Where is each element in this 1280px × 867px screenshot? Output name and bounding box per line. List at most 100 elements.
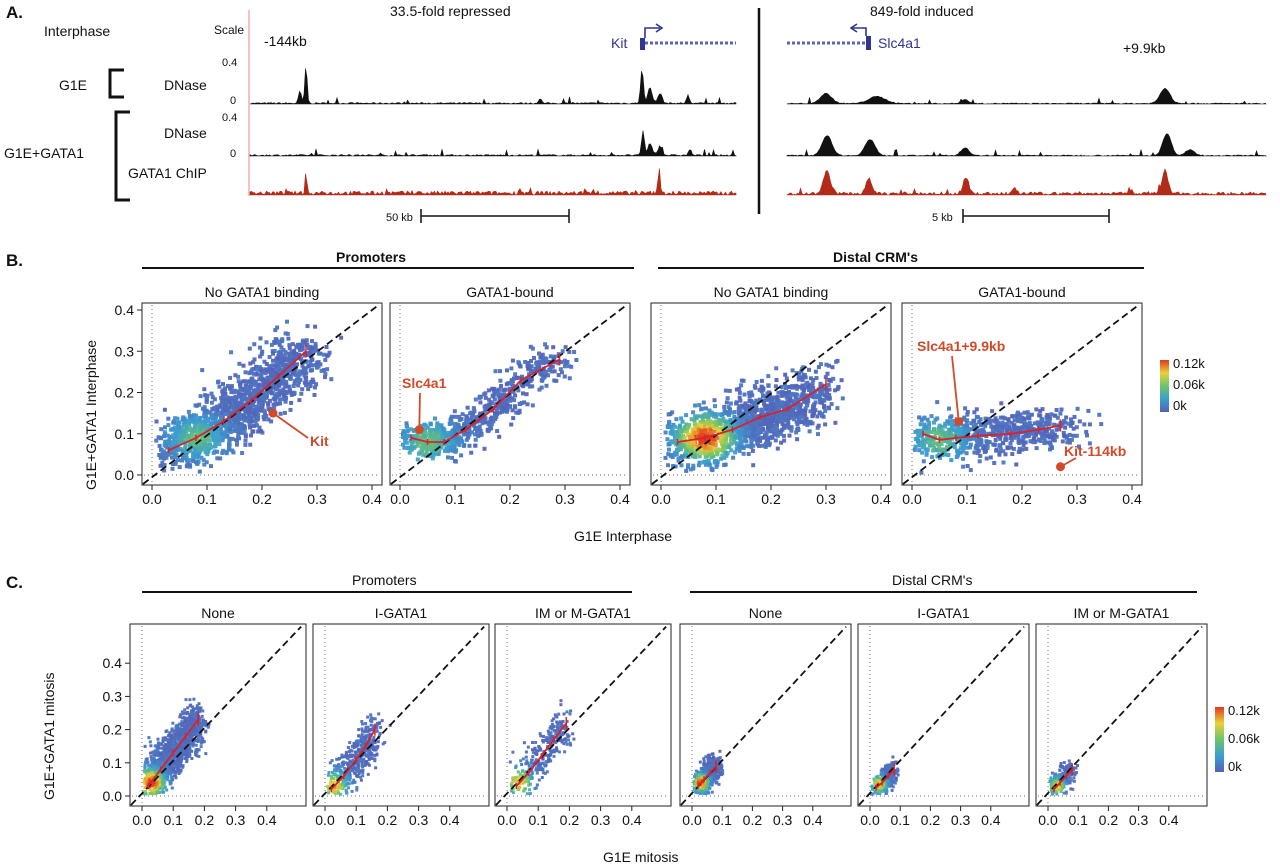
panel-a-letter: A. [6,3,23,22]
x-tick-label: 0.2 [195,812,215,828]
chip-label: GATA1 ChIP [128,165,207,181]
x-tick-label: 0.1 [163,812,183,828]
annotation-kit-114kb: Kit-114kb [1064,443,1126,459]
panel-b-group-promoters: Promoters [336,249,406,265]
gene-slc-model [787,23,871,50]
plot-c1: I-GATA1 0.0 0.1 0.2 0.3 0.4 [312,605,490,828]
track-gata1-chip-left [249,168,737,196]
plot-title: GATA1-bound [466,284,553,300]
plot-c3: None 0.0 0.1 0.2 0.3 0.4 [679,605,852,828]
x-tick-label: 0.3 [409,812,429,828]
panel-b-legend-high: 0.12k [1173,356,1205,371]
x-tick-label: 0.2 [1099,812,1119,828]
x-tick-label: 0.3 [773,812,793,828]
x-tick-label: 0.0 [682,812,702,828]
density-cells [912,400,1104,475]
interphase-label: Interphase [44,23,110,39]
plot-title: I-GATA1 [917,605,970,621]
plot-title: IM or M-GATA1 [535,605,631,621]
x-tick-label: 0.3 [555,491,575,507]
dnase-label-2: DNase [164,125,207,141]
gene-kit-label: Kit [611,35,627,51]
scale-bar-right-label: 5 kb [932,212,953,224]
x-tick-label: 0.2 [252,491,272,507]
y-tick-label: 0.1 [103,755,123,771]
x-tick-label: 0.0 [132,812,152,828]
track-gata1-dnase-left [249,130,737,157]
x-tick-label: 0.0 [860,812,880,828]
diagonal-line [1036,626,1203,806]
plot-title: None [201,605,235,621]
panel-c-legend-mid: 0.06k [1228,731,1260,746]
x-tick-label: 0.2 [761,491,781,507]
x-tick-label: 0.4 [610,491,630,507]
x-tick-label: 0.0 [651,491,671,507]
gene-kit-model [640,23,736,50]
density-cells [663,358,845,473]
y-tick-label: 0.4 [115,302,135,318]
panel-c-group-distal: Distal CRM's [892,572,972,588]
panel-c-legend-high: 0.12k [1228,703,1260,718]
diagonal-line [313,626,485,806]
y-tick-label: 0.0 [115,467,135,483]
scale-bar-left [420,209,570,223]
x-tick-label: 0.1 [197,491,217,507]
annotation-slc4a1: Slc4a1 [402,375,447,391]
scale-zero-1: 0 [230,95,236,107]
density-cells [142,697,211,796]
scale-top-1: 0.4 [222,57,237,69]
x-tick-label: 0.1 [957,491,977,507]
y-tick-label: 0.2 [115,385,135,401]
panel-c: C. Promoters Distal CRM's G1E+GATA1 mito… [6,572,1260,865]
diagonal-line [902,305,1137,485]
kit-pointer [272,412,309,439]
track-gata1-chip-right [786,168,1267,196]
plot-c4: I-GATA1 0.0 0.1 0.2 0.3 0.4 [857,605,1030,828]
x-tick-label: 0.4 [1159,812,1179,828]
plot-c5: IM or M-GATA1 0.0 0.1 0.2 0.3 0.4 [1035,605,1208,828]
panel-b-legend-low: 0k [1173,398,1187,413]
track-gata1-dnase-right [786,133,1268,157]
scale-bar-left-label: 50 kb [386,212,413,224]
x-tick-label: 0.1 [528,812,548,828]
x-tick-label: 0.3 [226,812,246,828]
plot-title: None [749,605,783,621]
trend-line [697,765,717,787]
plot-title: No GATA1 binding [714,284,829,300]
panel-b: B. Promoters Distal CRM's G1E+GATA1 Inte… [6,249,1205,544]
x-tick-label: 0.0 [497,812,517,828]
x-tick-label: 0.0 [1038,812,1058,828]
g1e-gata1-bracket [114,110,130,202]
x-tick-label: 0.2 [378,812,398,828]
pos-left: -144kb [264,33,307,49]
gene-slc-label: Slc4a1 [878,35,921,51]
signal-tracks [249,68,1268,196]
panel-b-xlabel: G1E Interphase [574,528,672,544]
g1e-gata1-label: G1E+GATA1 [4,145,84,161]
panel-b-colorbar: 0.12k 0.06k 0k [1160,356,1205,413]
track-g1e-dnase-left [249,68,737,105]
dnase-label-1: DNase [164,77,207,93]
x-tick-label: 0.2 [743,812,763,828]
g1e-label: G1E [59,77,87,93]
panel-b-plots: No GATA1 binding 0.0 0.1 0.2 0.3 0.4 0.0 0.1 0.2… [115,284,1143,507]
plot-title: GATA1-bound [978,284,1065,300]
x-tick-label: 0.0 [315,812,335,828]
x-tick-label: 0.1 [346,812,366,828]
plot-b2: No GATA1 binding 0.0 0.1 0.2 0.3 0.4 [650,284,892,507]
diagonal-line [130,626,302,806]
diagonal-line [858,626,1025,806]
plot-title: IM or M-GATA1 [1074,605,1170,621]
trend-line [677,383,827,443]
y-tick-label: 0.3 [103,688,123,704]
x-tick-label: 0.3 [951,812,971,828]
x-tick-label: 0.1 [890,812,910,828]
x-tick-label: 0.4 [362,491,382,507]
diagonal-line [680,626,847,806]
plot-b0: No GATA1 binding 0.0 0.1 0.2 0.3 0.4 0.0 0.1 0.2… [115,284,383,507]
x-tick-label: 0.4 [440,812,460,828]
slc-pointer [418,392,421,430]
plot-c0: None 0.0 0.1 0.2 0.3 0.4 0.0 0.1 0.2 0.3 0.4 [103,605,307,828]
plot-b1: GATA1-bound 0.0 0.1 0.2 0.3 0.4 Slc4a1 [389,284,631,507]
annotation-slc4a1-9-9kb: Slc4a1+9.9kb [917,338,1005,354]
